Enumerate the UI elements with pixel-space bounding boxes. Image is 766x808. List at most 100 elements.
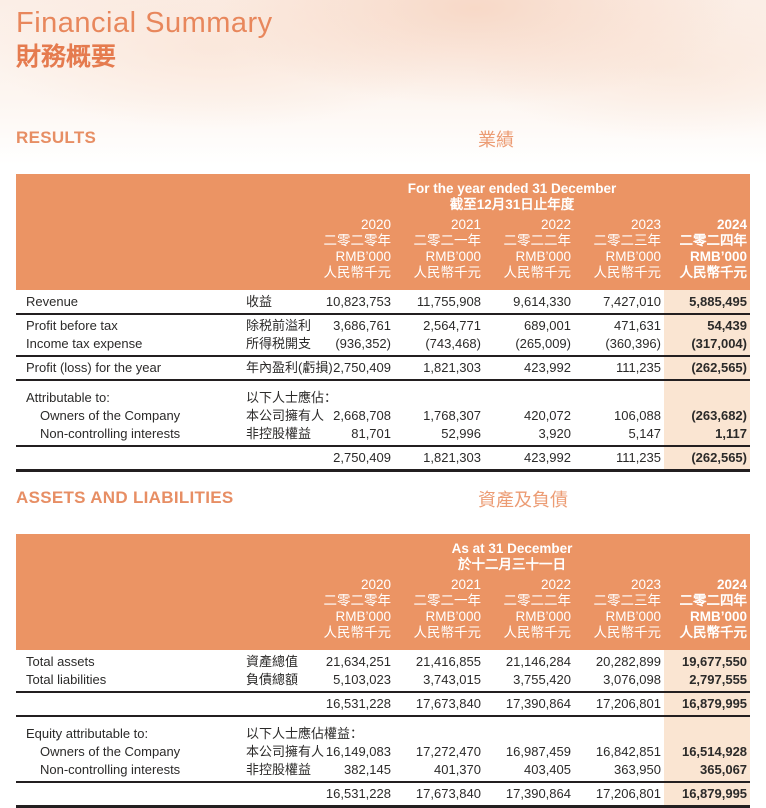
cell-2023: 16,842,851: [595, 744, 661, 759]
row-label-zh: 以下人士應佔：: [246, 390, 338, 405]
cell-2020: 2,750,409: [304, 446, 394, 472]
row-label-en: Profit (loss) for the year: [16, 356, 245, 381]
cell-2023: 17,206,801: [574, 692, 664, 717]
cell-2021: 52,996: [394, 425, 484, 447]
cell-2023: 111,235: [574, 446, 664, 472]
results-section: RESULTS 業績 For the year ended 31 Decembe…: [16, 128, 750, 472]
year-label: 2020: [360, 217, 391, 232]
table-row: Total assets 資產總值 21,634,251 21,416,855 21,1…: [16, 650, 750, 671]
year-label-zh: 二零二一年: [413, 593, 482, 608]
cell-2021: 1,768,307: [423, 408, 481, 423]
unit-label-zh: 人民幣千元: [503, 625, 572, 640]
page-header: Financial Summary 財務概要: [16, 0, 750, 72]
cell-2020: 16,531,228: [304, 692, 394, 717]
row-label-en: Equity attributable to:: [26, 726, 149, 741]
table-row: Non-controlling interests 非控股權益 81,701 52,9…: [16, 425, 750, 447]
header-band-title: As at 31 December 於十二月三十一日: [304, 534, 751, 573]
year-label: 2021: [450, 217, 481, 232]
year-column-header-2022: 2022 二零二二年 RMB’000 人民幣千元: [484, 573, 574, 650]
assets-table: As at 31 December 於十二月三十一日 2020 二零二零年 RMB’00…: [16, 534, 751, 808]
year-label: 2022: [540, 577, 571, 592]
year-label-zh: 二零二一年: [413, 233, 482, 248]
table-row: Owners of the Company 本公司擁有人 2,668,708 1,76…: [16, 407, 750, 425]
cell-2020: (936,352): [304, 335, 394, 357]
cell-2024: 365,067: [664, 761, 751, 783]
cell-2023: 111,235: [574, 356, 664, 381]
row-label-zh: 除税前溢利: [246, 318, 312, 333]
year-label-zh: 二零二四年: [679, 233, 748, 248]
row-label-zh: 負債總額: [245, 671, 304, 693]
cell-2022: 420,072: [524, 408, 571, 423]
cell-2020: 382,145: [304, 761, 394, 783]
year-label-zh: 二零二零年: [323, 593, 392, 608]
cell-2023: 20,282,899: [595, 654, 661, 669]
table-row: Attributable to: 以下人士應佔：: [16, 380, 750, 407]
year-column-header-2024: 2024 二零二四年 RMB’000 人民幣千元: [664, 213, 750, 290]
unit-label: RMB’000: [335, 249, 391, 264]
header-band-line-en: As at 31 December: [451, 541, 573, 556]
unit-label-zh: 人民幣千元: [413, 625, 482, 640]
assets-heading-en: ASSETS AND LIABILITIES: [16, 488, 234, 507]
table-row: Equity attributable to: 以下人士應佔權益：: [16, 716, 750, 743]
table-row: 16,531,228 17,673,840 17,390,864 17,206,801…: [16, 692, 751, 717]
cell-2023: 3,076,098: [574, 671, 664, 693]
row-label-zh: 非控股權益: [245, 425, 311, 447]
cell-2023: 471,631: [614, 318, 661, 333]
cell-2021: [394, 716, 484, 743]
header-years-spacer-zh: [245, 213, 304, 290]
year-column-header-2021: 2021 二零二一年 RMB’000 人民幣千元: [394, 573, 484, 650]
cell-2021: 401,370: [394, 761, 484, 783]
year-label-zh: 二零二四年: [679, 593, 748, 608]
cell-2024: [664, 716, 750, 743]
cell-2023: [574, 380, 664, 407]
results-table: For the year ended 31 December 截至12月31日止年…: [16, 174, 750, 472]
assets-heading-zh: 資產及負債: [478, 490, 568, 510]
page-title-zh: 財務概要: [16, 43, 117, 71]
row-label-zh: 收益: [245, 290, 304, 315]
header-band-line-en: For the year ended 31 December: [407, 181, 617, 196]
row-label-en: Attributable to:: [26, 390, 110, 405]
table-row: Profit (loss) for the year 年內盈利(虧損) 2,750,…: [16, 356, 750, 381]
results-heading-en: RESULTS: [16, 128, 97, 147]
cell-2022: 21,146,284: [505, 654, 571, 669]
cell-2022: 423,992: [484, 446, 574, 472]
cell-2022: [484, 716, 574, 743]
year-column-header-2023: 2023 二零二三年 RMB’000 人民幣千元: [574, 573, 664, 650]
row-label-en: Owners of the Company: [40, 744, 181, 759]
cell-2024: (263,682): [691, 408, 747, 423]
year-label: 2023: [630, 577, 661, 592]
cell-2024: 5,885,495: [664, 290, 750, 315]
cell-2024: 19,677,550: [681, 654, 748, 669]
results-heading-zh: 業績: [478, 130, 514, 150]
header-band-line-zh: 於十二月三十一日: [458, 557, 567, 572]
cell-2021: 3,743,015: [394, 671, 484, 693]
cell-2023: 363,950: [574, 761, 664, 783]
cell-2021: 11,755,908: [394, 290, 484, 315]
cell-2020: 2,750,409: [304, 356, 394, 381]
header-band-line-zh: 截至12月31日止年度: [449, 197, 575, 212]
year-label: 2021: [450, 577, 481, 592]
unit-label: RMB’000: [425, 249, 481, 264]
header-years-row: 2020 二零二零年 RMB’000 人民幣千元 2021 二零二一年 RMB’000 人民幣…: [16, 573, 751, 650]
row-label-en: Non-controlling interests: [16, 425, 245, 447]
row-label-en: Total assets: [26, 654, 95, 669]
cell-2022: 403,405: [484, 761, 574, 783]
year-label: 2024: [716, 217, 747, 232]
cell-2022: 3,920: [484, 425, 574, 447]
row-label-en: Total liabilities: [16, 671, 245, 693]
unit-label-zh: 人民幣千元: [323, 625, 392, 640]
table-row: 2,750,409 1,821,303 423,992 111,235 (262,565…: [16, 446, 750, 472]
year-label-zh: 二零二三年: [593, 593, 662, 608]
cell-2022: 3,755,420: [484, 671, 574, 693]
unit-label: RMB’000: [605, 249, 661, 264]
table-row: Income tax expense 所得税開支 (936,352) (743,468…: [16, 335, 750, 357]
assets-section-head: ASSETS AND LIABILITIES 資產及負債: [16, 488, 750, 510]
cell-2024: [664, 380, 750, 407]
cell-2023: 106,088: [614, 408, 661, 423]
unit-label: RMB’000: [515, 249, 571, 264]
unit-label-zh: 人民幣千元: [593, 625, 662, 640]
cell-2022: [484, 380, 574, 407]
cell-2020: 3,686,761: [333, 318, 391, 333]
cell-2022: (265,009): [484, 335, 574, 357]
table-row: Owners of the Company 本公司擁有人 16,149,083 17,…: [16, 743, 750, 761]
